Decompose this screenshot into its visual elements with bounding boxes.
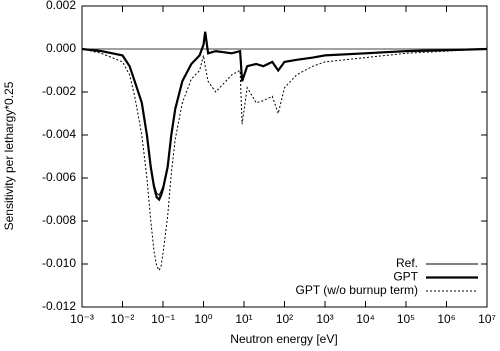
x-axis-label: Neutron energy [eV]	[230, 332, 337, 346]
y-tick-label: 0.002	[46, 0, 76, 12]
x-tick-label: 10¹	[235, 312, 252, 326]
y-tick-label: -0.008	[42, 213, 76, 227]
x-tick-label: 10⁻²	[111, 312, 135, 326]
y-tick-label: 0.000	[46, 41, 76, 55]
legend-label: GPT (w/o burnup term)	[296, 283, 418, 297]
x-tick-label: 10⁰	[194, 312, 212, 326]
legend-label: Ref.	[396, 256, 418, 270]
x-tick-label: 10⁴	[356, 312, 375, 326]
x-tick-label: 10²	[276, 312, 293, 326]
y-tick-label: -0.004	[42, 127, 76, 141]
series-line	[81, 48, 488, 272]
x-tick-label: 10⁻³	[70, 312, 94, 326]
x-tick-label: 10³	[316, 312, 333, 326]
x-tick-label: 10⁻¹	[151, 312, 175, 326]
y-tick-label: -0.010	[42, 256, 76, 270]
y-tick-label: -0.002	[42, 84, 76, 98]
y-tick-label: -0.006	[42, 170, 76, 184]
legend-label: GPT	[393, 270, 418, 284]
x-tick-label: 10⁶	[437, 312, 455, 326]
y-axis-label: Sensitivity per lethargy*0.25	[2, 81, 16, 230]
x-tick-label: 10⁷	[478, 312, 496, 326]
x-tick-label: 10⁵	[397, 312, 415, 326]
series-line	[81, 31, 488, 202]
y-tick-label: -0.012	[42, 299, 76, 313]
plot-frame	[81, 5, 488, 308]
